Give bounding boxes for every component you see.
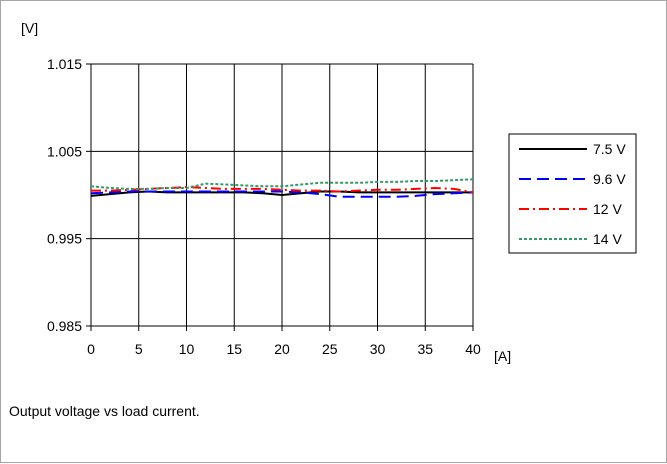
legend-box [508,133,637,254]
legend: 7.5 V 9.6 V 12 V 14 V [508,133,637,254]
y-tick-label: 0.995 [47,231,82,247]
x-tick-label: 5 [135,341,143,357]
series-line-2 [90,190,474,198]
axes [86,63,474,331]
series-line-4 [90,178,474,190]
series-line-3 [91,186,474,194]
x-tick-label: 25 [322,341,338,357]
tick-labels: 0 5 10 15 20 25 30 35 40 0.985 0.995 1.005 1.015 [47,56,481,357]
legend-label: 12 V [593,201,622,217]
chart-caption: Output voltage vs load current. [9,403,200,419]
series-lines [90,178,474,198]
x-axis-label: [A] [494,348,511,364]
y-tick-label: 1.005 [47,143,82,159]
y-tick-label: 1.015 [47,56,82,72]
legend-label: 7.5 V [593,141,626,157]
x-tick-label: 20 [274,341,290,357]
legend-label: 9.6 V [593,171,626,187]
legend-label: 14 V [593,231,622,247]
y-axis-label: [V] [21,20,38,36]
x-tick-label: 40 [465,341,481,357]
y-tick-label: 0.985 [47,318,82,334]
x-tick-label: 0 [87,341,95,357]
x-tick-label: 15 [226,341,242,357]
x-tick-label: 30 [370,341,386,357]
x-tick-label: 10 [179,341,195,357]
x-tick-label: 35 [417,341,433,357]
